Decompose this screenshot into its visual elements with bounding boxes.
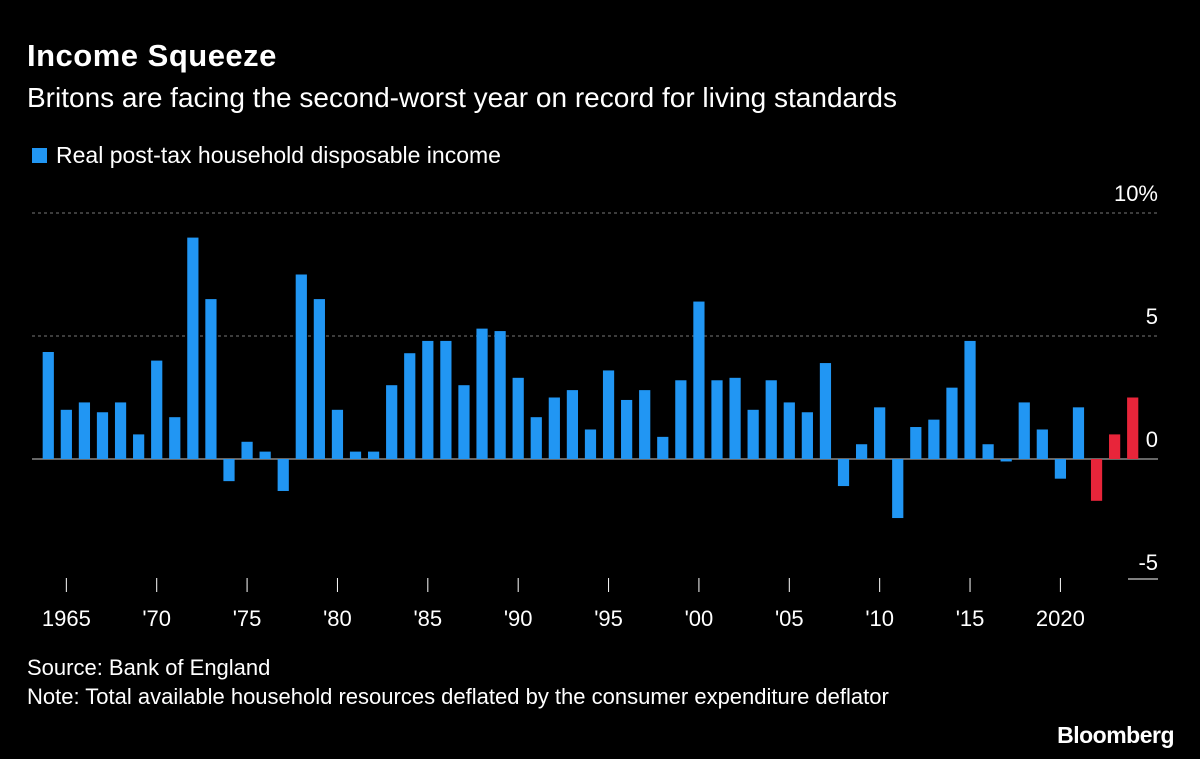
brand-logo: Bloomberg bbox=[1057, 722, 1174, 748]
bar bbox=[675, 380, 687, 459]
bar bbox=[96, 412, 109, 459]
bar bbox=[783, 402, 795, 459]
bar bbox=[1072, 407, 1085, 459]
bar bbox=[910, 427, 922, 459]
source: Source: Bank of England bbox=[27, 655, 271, 680]
bar bbox=[512, 377, 524, 459]
bar bbox=[313, 299, 325, 459]
bar bbox=[837, 459, 850, 487]
y-tick-label: 0 bbox=[1146, 427, 1158, 452]
bar bbox=[60, 409, 72, 459]
bar bbox=[259, 451, 271, 459]
bar bbox=[982, 444, 994, 459]
bar bbox=[928, 419, 940, 459]
bar bbox=[1090, 459, 1103, 501]
bar bbox=[566, 390, 579, 459]
bar bbox=[241, 441, 253, 459]
bar bbox=[458, 385, 470, 459]
x-tick-label: '90 bbox=[504, 606, 533, 631]
note: Note: Total available household resource… bbox=[27, 684, 889, 709]
bar bbox=[946, 387, 958, 459]
bar bbox=[169, 417, 181, 459]
legend-swatch bbox=[32, 148, 47, 163]
bar bbox=[693, 301, 705, 459]
bar bbox=[349, 451, 362, 459]
bar bbox=[42, 351, 54, 459]
x-tick-label: 1965 bbox=[42, 606, 91, 631]
bar bbox=[639, 390, 651, 459]
bar bbox=[874, 407, 886, 459]
legend-label: Real post-tax household disposable incom… bbox=[56, 142, 501, 168]
bar bbox=[1018, 402, 1030, 459]
bar bbox=[729, 377, 741, 459]
x-tick-label: 2020 bbox=[1036, 606, 1085, 631]
bar bbox=[1000, 459, 1012, 462]
bar bbox=[187, 237, 199, 459]
y-tick-label: 5 bbox=[1146, 304, 1158, 329]
bar bbox=[1036, 429, 1048, 459]
bar bbox=[747, 409, 759, 459]
bar bbox=[892, 459, 904, 519]
bar bbox=[205, 299, 217, 459]
x-tick-label: '75 bbox=[233, 606, 262, 631]
bar bbox=[765, 380, 777, 459]
bar bbox=[711, 380, 723, 459]
bar bbox=[404, 353, 416, 459]
x-tick-label: '70 bbox=[142, 606, 171, 631]
bar bbox=[223, 459, 235, 482]
bar bbox=[422, 340, 434, 459]
legend: Real post-tax household disposable incom… bbox=[27, 142, 501, 169]
x-tick-label: '15 bbox=[956, 606, 985, 631]
bar bbox=[819, 363, 832, 459]
bar bbox=[295, 274, 307, 459]
chart-title: Income Squeeze bbox=[27, 38, 277, 73]
x-tick-label: '95 bbox=[594, 606, 623, 631]
bar bbox=[964, 340, 976, 459]
bar bbox=[1127, 397, 1139, 459]
bar bbox=[602, 370, 615, 459]
x-tick-label: '85 bbox=[413, 606, 442, 631]
chart-subtitle: Britons are facing the second-worst year… bbox=[27, 82, 897, 113]
bar bbox=[114, 402, 127, 459]
bar bbox=[584, 429, 597, 459]
x-tick-label: '80 bbox=[323, 606, 352, 631]
bar bbox=[277, 459, 289, 491]
bar bbox=[494, 331, 506, 459]
y-tick-label: 10% bbox=[1114, 181, 1158, 206]
bar bbox=[151, 360, 163, 459]
x-tick-label: '10 bbox=[865, 606, 894, 631]
bar bbox=[1054, 459, 1067, 479]
bar bbox=[1109, 434, 1121, 459]
bar bbox=[78, 402, 91, 459]
bar bbox=[801, 412, 813, 459]
bar bbox=[657, 436, 669, 459]
bar bbox=[476, 328, 488, 459]
bar bbox=[331, 409, 344, 459]
bar bbox=[133, 434, 145, 459]
bar bbox=[530, 417, 542, 459]
bar bbox=[440, 340, 452, 459]
bar bbox=[855, 444, 868, 459]
bar bbox=[548, 397, 560, 459]
bar bbox=[367, 451, 380, 459]
x-tick-label: '00 bbox=[685, 606, 714, 631]
x-tick-label: '05 bbox=[775, 606, 804, 631]
y-tick-label: -5 bbox=[1138, 550, 1158, 575]
bar bbox=[386, 385, 398, 459]
bar bbox=[621, 399, 633, 459]
